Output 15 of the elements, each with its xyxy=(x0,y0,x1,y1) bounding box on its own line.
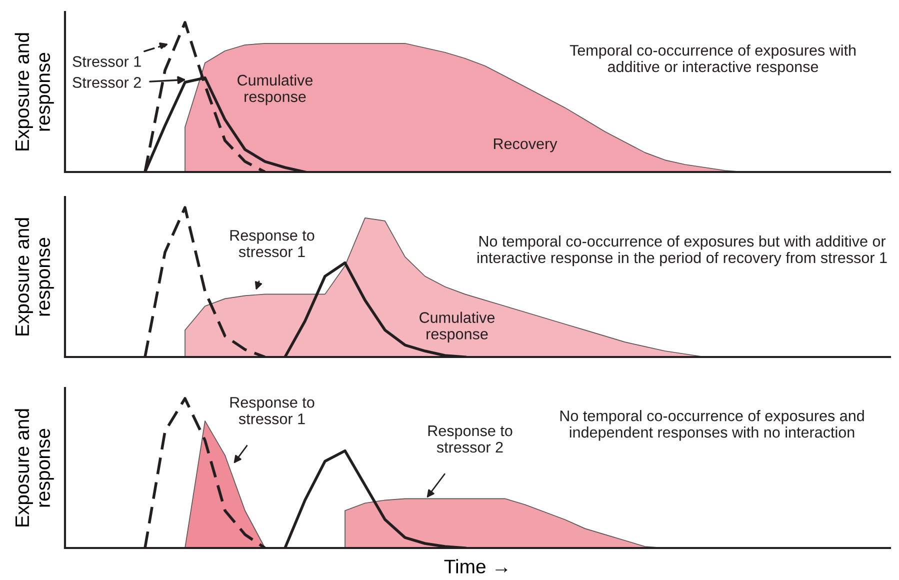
annotation: Cumulative response xyxy=(420,312,495,342)
legend-label: Stressor 2 xyxy=(72,77,141,88)
x-axis-title: Time → xyxy=(444,559,508,574)
annotation: Response to stressor 2 xyxy=(428,426,512,453)
annotation: Temporal co-occurrence of exposures with additive or interactive response xyxy=(570,44,856,76)
annotation: Cumulative response xyxy=(238,74,313,106)
annotation: Recovery xyxy=(494,138,558,152)
annotation: No temporal co-occurrence of exposures but with additive or interactive response in the period of recovery from stressor 1 xyxy=(478,235,887,266)
annotation: Response to stressor 1 xyxy=(230,397,314,424)
y-axis-title: Exposure and response xyxy=(14,218,54,336)
annotation: No temporal co-occurrence of exposures and independent responses with no interaction xyxy=(560,410,864,441)
annotation: Response to stressor 1 xyxy=(230,230,314,258)
y-axis-title: Exposure and response xyxy=(14,409,54,526)
y-axis-title: Exposure and response xyxy=(14,33,54,150)
series-label: Stressor 1 xyxy=(72,56,141,67)
